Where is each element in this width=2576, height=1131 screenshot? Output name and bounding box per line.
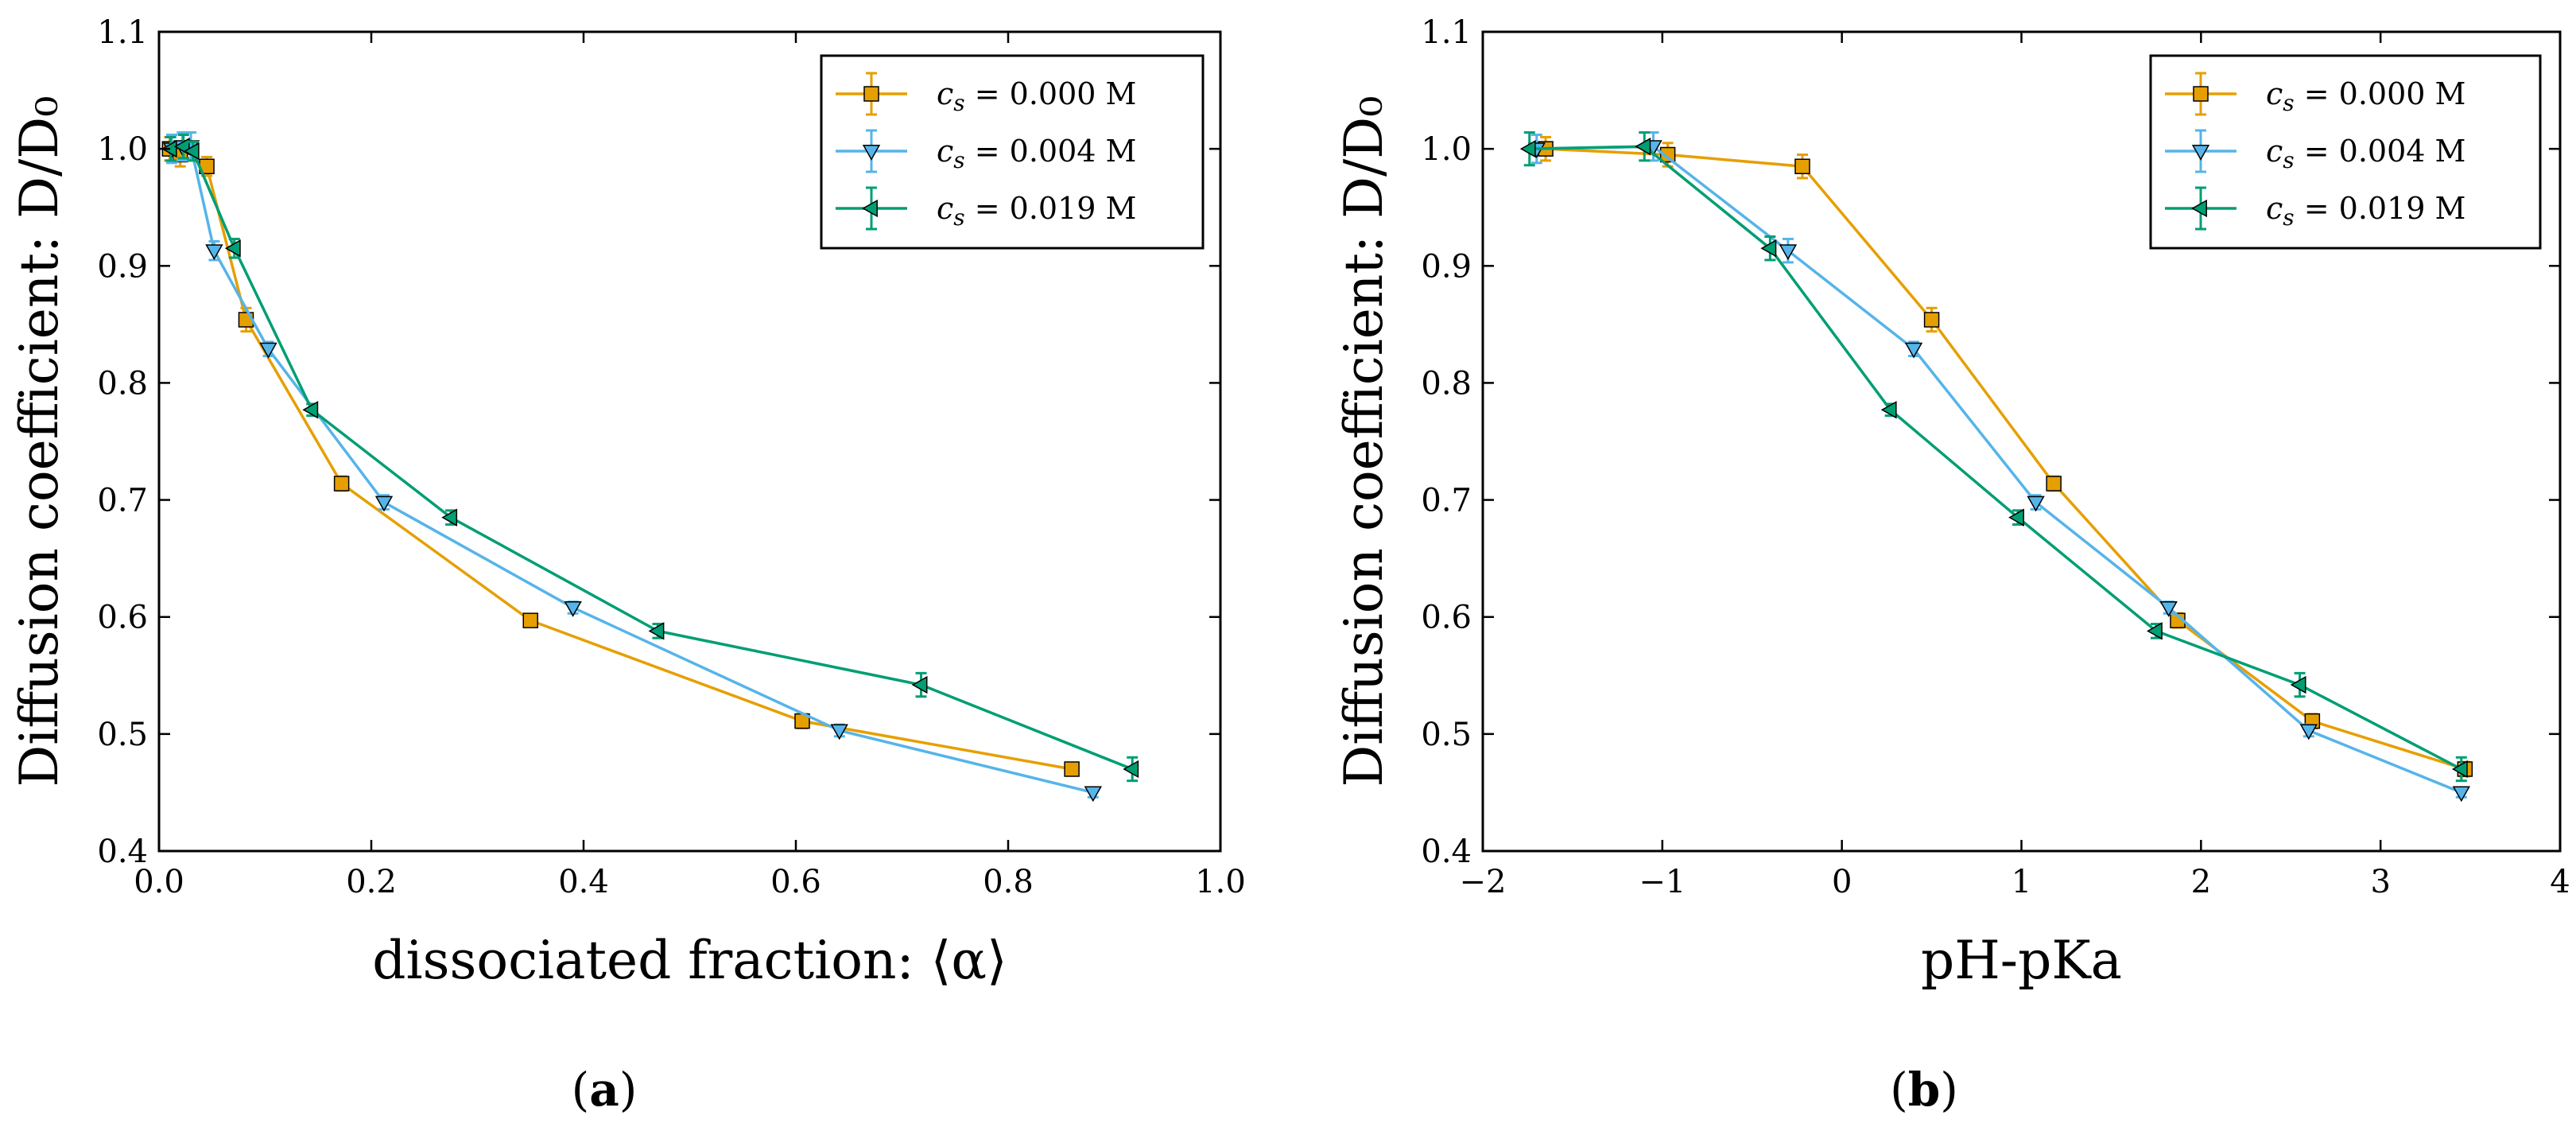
panel-a-legend-marker (862, 145, 881, 161)
panel-a-xtick-label: 0.2 (346, 864, 397, 900)
panel-a-legend-marker (863, 86, 879, 102)
panel-a-xtick-label: 1.0 (1195, 864, 1246, 900)
panel-a-data-point (1064, 761, 1080, 777)
panel-a-ytick-label: 1.1 (97, 14, 148, 51)
panel-b-ytick-label: 1.1 (1421, 14, 1472, 51)
panel-a-data-point (374, 496, 394, 512)
panel-b-series-line (1536, 145, 2462, 795)
panel-a-data-point (1123, 760, 1139, 779)
panel-a-legend-label: cs = 0.000 M (937, 76, 1136, 116)
panel-b-caption: (b) (1890, 1063, 1958, 1117)
panel-b-data-point (1760, 239, 1777, 258)
panel-b-data-point (1904, 342, 1923, 359)
panel-b-data-point (1635, 138, 1651, 156)
panel-b-legend-marker (2191, 199, 2207, 218)
panel-a-data-point (205, 244, 223, 261)
panel-a-data-point (224, 239, 241, 258)
panel-b-legend: cs = 0.000 M cs = 0.004 M cs = 0.019 M (2149, 54, 2542, 250)
panel-a-legend: cs = 0.000 M cs = 0.004 M cs = 0.019 M (820, 54, 1205, 250)
panel-b-ytick-label: 0.5 (1421, 717, 1472, 753)
panel-a-legend-label: cs = 0.019 M (937, 191, 1136, 231)
panel-b-data-point (2146, 622, 2163, 640)
panel-b-xtick-label: −1 (1639, 864, 1686, 900)
panel-b-data-point (1880, 401, 1897, 419)
panel-b-data-point (1923, 312, 1940, 328)
panel-a-xtick-label: 0.4 (558, 864, 609, 900)
panel-b-data-point (1794, 158, 1810, 174)
panel-b-xtick-label: 1 (2012, 864, 2031, 900)
panel-a-data-point (522, 612, 538, 628)
panel-b-legend-label: cs = 0.004 M (2266, 134, 2465, 173)
panel-a-data-point (302, 401, 319, 419)
panel-b-xtick-label: 4 (2550, 864, 2570, 900)
panel-a-ytick-label: 1.0 (97, 131, 148, 168)
panel-b-data-point (2159, 600, 2178, 617)
panel-b-xtick-label: −2 (1460, 864, 1507, 900)
panel-b-ytick-label: 0.7 (1421, 483, 1472, 519)
panel-b-legend-entry-1: cs = 0.004 M (2165, 129, 2465, 173)
panel-b-ylabel: Diffusion coefficient: D/D₀ (1333, 95, 1395, 787)
panel-b-legend-marker (2193, 86, 2209, 102)
panel-b-data-point (2008, 508, 2024, 527)
panel-b-legend-label: cs = 0.000 M (2266, 76, 2465, 116)
panel-b-data-point (2299, 724, 2318, 740)
panel-a-data-point (830, 724, 848, 740)
panel-b-data-point (2046, 476, 2062, 492)
panel-b-data-point (2451, 760, 2468, 779)
panel-b-ytick-label: 1.0 (1421, 131, 1472, 168)
panel-a-data-point (259, 342, 277, 359)
panel-b-ytick-label: 0.9 (1421, 248, 1472, 285)
panel-b-ytick-label: 0.6 (1421, 600, 1472, 636)
panel-a-frame (157, 30, 1222, 853)
panel-a-ytick-label: 0.8 (97, 365, 148, 402)
panel-b-series-2 (1519, 131, 2468, 783)
panel-a-legend-marker (862, 199, 878, 218)
panel-a-ytick-label: 0.5 (97, 717, 148, 753)
panel-a-data-point (648, 622, 665, 640)
panel-a-ytick-label: 0.6 (97, 600, 148, 636)
panel-a-data-point (1084, 786, 1102, 803)
panel-a-ytick-label: 0.7 (97, 483, 148, 519)
panel-a-xtick-label: 0.0 (134, 864, 184, 900)
panel-b: −2 −1 0 1 2 3 4 0.4 0.5 0.6 0.7 0.8 0.9 1.0 1.1 pH-pKa… (1333, 14, 2570, 1117)
panel-b-legend-label: cs = 0.019 M (2266, 191, 2465, 231)
panel-a-legend-entry-2: cs = 0.019 M (836, 186, 1136, 231)
panel-b-legend-entry-0: cs = 0.000 M (2165, 72, 2465, 116)
panel-b-series-line (1529, 145, 2462, 771)
panel-b-data-point (2290, 675, 2306, 694)
panel-a-xtick-label: 0.8 (983, 864, 1034, 900)
panel-a-caption: (a) (572, 1063, 638, 1117)
panel-b-xlabel: pH-pKa (1921, 930, 2122, 991)
panel-a-legend-label: cs = 0.004 M (937, 134, 1136, 173)
panel-b-data-point (2452, 786, 2470, 803)
panel-a-ytick-label: 0.4 (97, 834, 148, 870)
panel-b-data-point (2027, 496, 2045, 512)
panel-a-ytick-label: 0.9 (97, 248, 148, 285)
panel-b-ytick-label: 0.4 (1421, 834, 1472, 870)
panel-a-series-2 (161, 133, 1139, 783)
panel-b-data-point (1779, 244, 1798, 261)
panel-b-legend-marker (2191, 145, 2210, 161)
panel-b-series-line (1545, 147, 2465, 771)
panel-a-data-point (333, 476, 350, 492)
panel-a-xlabel: dissociated fraction: ⟨α⟩ (372, 930, 1007, 991)
panel-a-data-point (441, 508, 458, 527)
panel-a-data-point (911, 675, 928, 694)
panel-b-ytick-label: 0.8 (1421, 365, 1472, 402)
panel-b-xtick-label: 3 (2370, 864, 2390, 900)
panel-a: 0.0 0.2 0.4 0.6 0.8 1.0 0.4 0.5 0.6 0.7 0.8 0.9 1.0 1… (9, 14, 1246, 1117)
panel-a-legend-entry-1: cs = 0.004 M (836, 129, 1136, 173)
panel-a-data-point (183, 142, 200, 161)
panel-b-legend-entry-2: cs = 0.019 M (2165, 186, 2465, 231)
panel-a-legend-entry-0: cs = 0.000 M (836, 72, 1136, 116)
panel-a-ylabel: Diffusion coefficient: D/D₀ (9, 95, 70, 787)
panel-b-data-point (1519, 139, 1536, 158)
panel-b-xtick-label: 0 (1832, 864, 1852, 900)
panel-b-series-1 (1527, 131, 2470, 803)
panel-b-xtick-label: 2 (2191, 864, 2211, 900)
panel-a-data-point (564, 600, 582, 617)
panel-a-xtick-label: 0.6 (770, 864, 821, 900)
